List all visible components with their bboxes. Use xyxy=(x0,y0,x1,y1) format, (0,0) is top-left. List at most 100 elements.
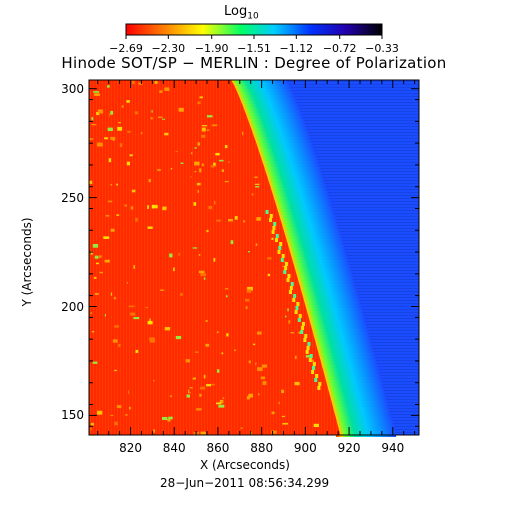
limb-streak xyxy=(314,378,318,382)
polarization-speckle xyxy=(110,110,114,115)
limb-strip xyxy=(320,374,381,377)
limb-streak xyxy=(293,294,297,298)
limb-strip xyxy=(290,266,351,269)
limb-strip xyxy=(328,407,389,410)
limb-strip xyxy=(303,314,364,317)
limb-streak xyxy=(287,274,291,278)
polarization-speckle xyxy=(116,214,120,217)
polarization-speckle xyxy=(92,361,98,364)
polarization-speckle xyxy=(114,325,119,328)
colorbar-tick-label: −0.33 xyxy=(365,42,399,55)
polarization-speckle xyxy=(192,247,198,249)
limb-strip xyxy=(301,305,362,308)
limb-strip xyxy=(327,401,388,404)
polarization-speckle xyxy=(175,335,182,340)
limb-streak xyxy=(309,354,313,358)
colorbar-tick-label: −2.69 xyxy=(109,42,143,55)
polarization-speckle xyxy=(164,327,171,331)
polarization-speckle xyxy=(219,399,224,404)
polarization-speckle xyxy=(126,161,130,166)
limb-strip xyxy=(273,209,334,212)
polarization-speckle xyxy=(256,217,261,221)
limb-strip xyxy=(307,326,368,329)
polarization-speckle xyxy=(284,260,286,264)
polarization-speckle xyxy=(186,394,191,398)
polarization-speckle xyxy=(213,257,216,262)
polarization-speckle xyxy=(94,293,99,295)
polarization-speckle xyxy=(89,138,94,140)
limb-streak xyxy=(300,330,304,334)
limb-strip xyxy=(242,116,303,119)
limb-strip xyxy=(312,344,373,347)
polarization-speckle xyxy=(197,189,199,193)
limb-strip xyxy=(262,173,323,176)
limb-streak xyxy=(277,250,281,254)
limb-strip xyxy=(248,131,309,134)
polarization-speckle xyxy=(278,401,280,405)
limb-strip xyxy=(278,227,339,230)
polarization-speckle xyxy=(255,362,257,366)
polarization-speckle xyxy=(213,162,216,167)
colorbar-tick-label: −0.72 xyxy=(322,42,357,55)
x-axis-label: X (Arcseconds) xyxy=(200,458,290,472)
polarization-speckle xyxy=(271,237,274,240)
polarization-speckle xyxy=(117,126,123,131)
polarization-speckle xyxy=(112,339,118,343)
x-tick-label: 860 xyxy=(206,441,230,455)
limb-streak xyxy=(281,254,285,258)
limb-streak xyxy=(318,382,322,386)
chart-title: Hinode SOT/SP − MERLIN : Degree of Polar… xyxy=(61,54,447,72)
polarization-speckle xyxy=(105,214,110,217)
polarization-speckle xyxy=(217,331,219,334)
polarization-speckle xyxy=(168,416,173,420)
limb-streak xyxy=(284,266,288,270)
limb-streak xyxy=(315,374,319,378)
polarization-speckle xyxy=(287,308,289,312)
polarization-speckle xyxy=(157,168,161,171)
polarization-speckle xyxy=(200,272,207,277)
polarization-speckle xyxy=(248,360,251,364)
limb-strip xyxy=(271,203,332,206)
polarization-speckle xyxy=(116,183,118,186)
polarization-speckle xyxy=(221,169,224,173)
polarization-speckle xyxy=(110,184,113,186)
polarization-speckle xyxy=(90,312,92,314)
limb-streak xyxy=(295,306,299,310)
polarization-speckle xyxy=(161,118,166,120)
polarization-speckle xyxy=(225,295,228,298)
polarization-speckle xyxy=(112,139,115,141)
polarization-speckle xyxy=(245,298,250,302)
x-tick-label: 920 xyxy=(337,441,361,455)
polarization-speckle xyxy=(190,152,193,155)
limb-strip xyxy=(244,122,305,125)
polarization-speckle xyxy=(222,397,225,399)
polarization-speckle xyxy=(135,217,138,222)
x-tick-label: 820 xyxy=(119,441,142,455)
y-tick-label: 200 xyxy=(61,299,84,314)
x-tick-label: 880 xyxy=(250,441,274,455)
polarization-speckle xyxy=(160,289,165,291)
polarization-speckle xyxy=(178,107,184,112)
limb-strip xyxy=(235,98,296,101)
limb-streak xyxy=(274,238,278,242)
polarization-speckle xyxy=(200,431,206,435)
polarization-speckle xyxy=(267,257,272,260)
limb-strip xyxy=(227,80,288,83)
limb-strip xyxy=(277,224,338,227)
limb-streak xyxy=(301,322,305,326)
polarization-speckle xyxy=(196,408,202,411)
limb-strip xyxy=(329,410,390,413)
polarization-speckle xyxy=(234,349,236,352)
polarization-speckle xyxy=(97,142,103,147)
polarization-speckle xyxy=(295,355,297,360)
limb-streak xyxy=(269,214,273,218)
limb-strip xyxy=(231,89,292,92)
polarization-speckle xyxy=(145,306,149,309)
limb-strip xyxy=(300,302,361,305)
limb-strip xyxy=(314,353,375,356)
limb-streak xyxy=(303,338,307,342)
limb-streak xyxy=(290,282,294,286)
polarization-speckle xyxy=(147,205,149,209)
limb-strip xyxy=(251,140,312,143)
